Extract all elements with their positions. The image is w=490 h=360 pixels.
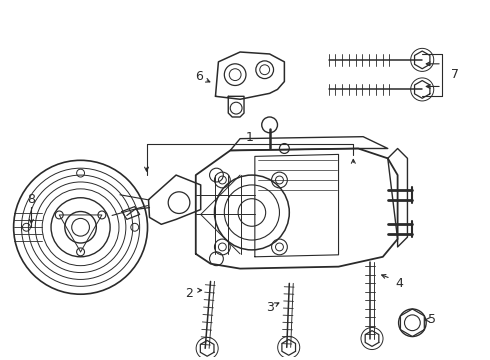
Text: 5: 5 xyxy=(428,313,436,326)
Text: 4: 4 xyxy=(395,277,403,290)
Text: 6: 6 xyxy=(195,70,203,83)
Text: 8: 8 xyxy=(27,193,35,206)
Text: 2: 2 xyxy=(185,287,193,300)
Text: 7: 7 xyxy=(451,68,459,81)
Text: 1: 1 xyxy=(246,131,254,144)
Text: 3: 3 xyxy=(266,301,273,315)
